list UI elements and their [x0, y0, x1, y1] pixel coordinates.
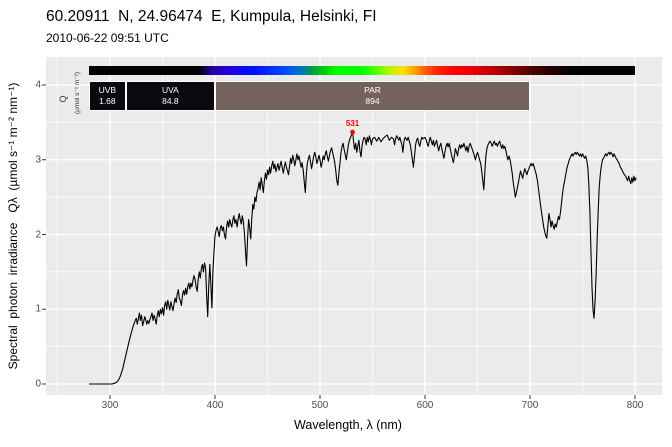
x-tick-label: 700 — [521, 400, 539, 411]
waveband-value: 894 — [365, 96, 380, 106]
x-tick-label: 300 — [101, 400, 119, 411]
y-tick-label: 4 — [35, 79, 41, 91]
spectrum-colorbar — [89, 66, 635, 75]
waveband-box-uvb: UVB 1.68 — [89, 81, 126, 111]
waveband-label: UVA — [161, 85, 179, 95]
y-axis-title: Spectral photon irradiance Qλ (µmol s⁻¹ … — [6, 82, 20, 370]
waveband-axis-units: (µmol s⁻¹ m⁻²) — [74, 71, 81, 115]
peak-wavelength-label: 531 — [345, 119, 360, 129]
x-tick-label: 800 — [626, 400, 644, 411]
waveband-axis-symbol: Q — [58, 95, 68, 103]
y-tick-label: 3 — [35, 154, 41, 166]
waveband-value: 1.68 — [99, 96, 116, 106]
x-tick-label: 500 — [311, 400, 329, 411]
plot-subtitle: 2010-06-22 09:51 UTC — [46, 31, 169, 45]
x-tick-label: 400 — [206, 400, 224, 411]
y-tick-label: 1 — [35, 303, 41, 315]
y-tick-label: 0 — [35, 378, 41, 390]
waveband-value: 84.8 — [162, 96, 179, 106]
waveband-label: UVB — [98, 85, 117, 95]
plot-title: 60.20911 N, 24.96474 E, Kumpula, Helsink… — [46, 8, 377, 25]
waveband-box-uva: UVA 84.8 — [125, 81, 215, 111]
x-tick-label: 600 — [416, 400, 434, 411]
waveband-label: PAR — [364, 85, 381, 95]
y-tick-label: 2 — [35, 229, 41, 240]
x-axis-title: Wavelength, λ (nm) — [294, 418, 402, 432]
waveband-box-par: PAR 894 — [215, 81, 530, 111]
